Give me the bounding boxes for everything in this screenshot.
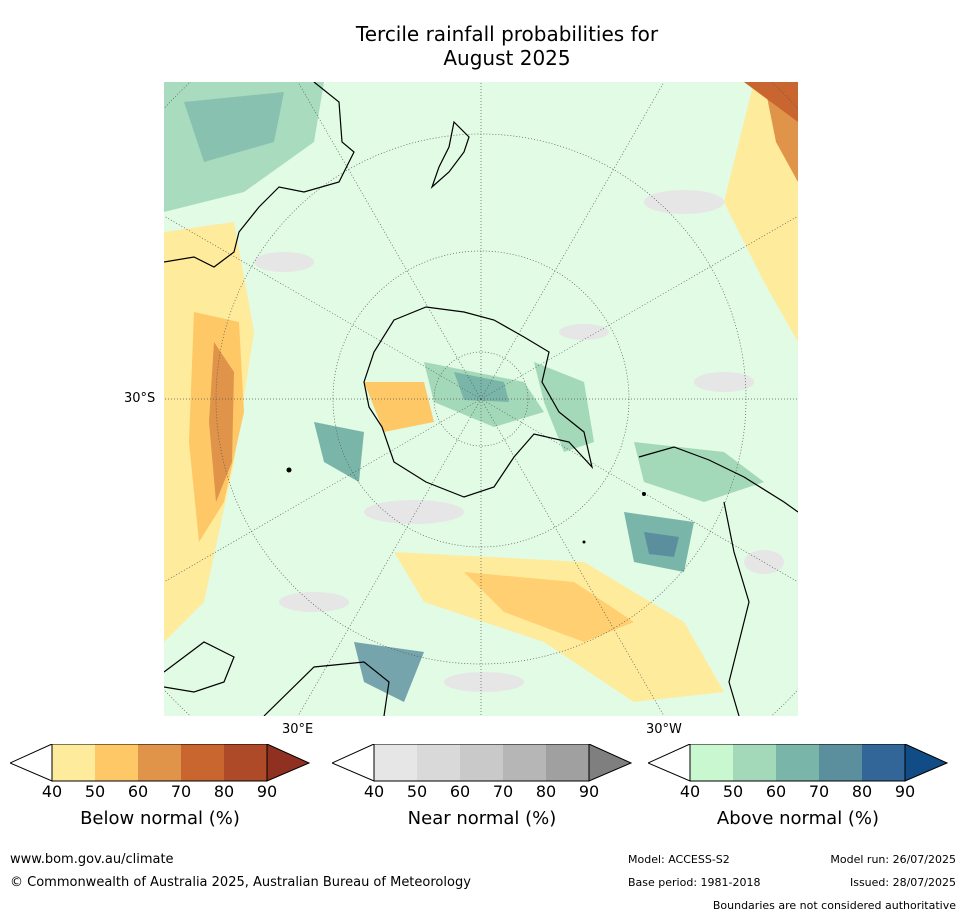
tick-label: 50 <box>84 782 106 801</box>
cb-below-swatch-3 <box>138 744 181 781</box>
colorbar-above-normal <box>646 743 949 786</box>
south-america-outline <box>638 446 798 716</box>
cb-near-max-arrow <box>588 743 633 782</box>
cb-above-swatch-5 <box>862 744 905 781</box>
australia-outline <box>164 82 355 268</box>
tick-label: 70 <box>492 782 514 801</box>
cb-near-min-arrow <box>330 743 375 782</box>
islands <box>286 467 646 544</box>
cb-above-swatch-3 <box>776 744 819 781</box>
issued-text: Issued: 28/07/2025 <box>849 876 956 889</box>
cb-above-swatch-2 <box>733 744 776 781</box>
colorbar-below-normal <box>8 743 311 786</box>
cb-above-swatch-1 <box>690 744 733 781</box>
cb-above-min-arrow <box>646 743 691 782</box>
cb-near-swatch-4 <box>503 744 546 781</box>
lat-label-30s: 30°S <box>124 391 156 406</box>
antarctica-outline <box>363 306 594 498</box>
tick-label: 40 <box>41 782 63 801</box>
tick-label: 40 <box>679 782 701 801</box>
disclaimer-text: Boundaries are not considered authoritat… <box>712 899 956 912</box>
tick-label: 50 <box>406 782 428 801</box>
colorbar-near-svg <box>330 743 633 782</box>
cb-below-swatch-5 <box>224 744 267 781</box>
lon-label-30w: 30°W <box>646 722 682 737</box>
model-text: Model: ACCESS-S2 <box>628 853 730 866</box>
cb-above-max-arrow <box>904 743 949 782</box>
tick-label: 60 <box>765 782 787 801</box>
cb-near-swatch-1 <box>374 744 417 781</box>
tick-label: 70 <box>808 782 830 801</box>
colorbar-near-normal <box>330 743 633 786</box>
model-run-text: Model run: 26/07/2025 <box>830 853 956 866</box>
lon-label-30e: 30°E <box>282 722 314 737</box>
base-period-text: Base period: 1981-2018 <box>628 876 761 889</box>
map-title: Tercile rainfall probabilities for Augus… <box>0 22 965 70</box>
website-link[interactable]: www.bom.gov.au/climate <box>10 852 174 867</box>
cb-near-swatch-5 <box>546 744 589 781</box>
title-line-1: Tercile rainfall probabilities for <box>355 22 659 46</box>
map-canvas <box>164 82 798 716</box>
cb-below-label: Below normal (%) <box>80 808 240 829</box>
tick-label: 90 <box>894 782 916 801</box>
cb-below-max-arrow <box>266 743 311 782</box>
tick-label: 60 <box>449 782 471 801</box>
tick-label: 90 <box>578 782 600 801</box>
rainfall-probability-map <box>164 82 798 716</box>
graticule <box>164 82 798 716</box>
coastlines <box>164 82 798 716</box>
cb-near-label: Near normal (%) <box>407 808 557 829</box>
tick-label: 80 <box>213 782 235 801</box>
tick-label: 90 <box>256 782 278 801</box>
tick-label: 50 <box>722 782 744 801</box>
africa-outline <box>164 641 390 716</box>
tick-label: 80 <box>851 782 873 801</box>
cb-below-swatch-1 <box>52 744 95 781</box>
colorbar-below-svg <box>8 743 311 782</box>
cb-below-swatch-4 <box>181 744 224 781</box>
cb-near-swatch-2 <box>417 744 460 781</box>
cb-above-swatch-4 <box>819 744 862 781</box>
copyright-text: © Commonwealth of Australia 2025, Austra… <box>10 875 471 890</box>
cb-below-swatch-2 <box>95 744 138 781</box>
tick-label: 40 <box>363 782 385 801</box>
tick-label: 80 <box>535 782 557 801</box>
colorbar-above-svg <box>646 743 949 782</box>
tick-label: 60 <box>127 782 149 801</box>
title-line-2: August 2025 <box>443 46 571 70</box>
cb-below-min-arrow <box>8 743 53 782</box>
tick-label: 70 <box>170 782 192 801</box>
cb-above-label: Above normal (%) <box>716 808 880 829</box>
near-normal-patches <box>254 190 784 692</box>
cb-near-swatch-3 <box>460 744 503 781</box>
new-zealand-outline <box>430 120 470 189</box>
